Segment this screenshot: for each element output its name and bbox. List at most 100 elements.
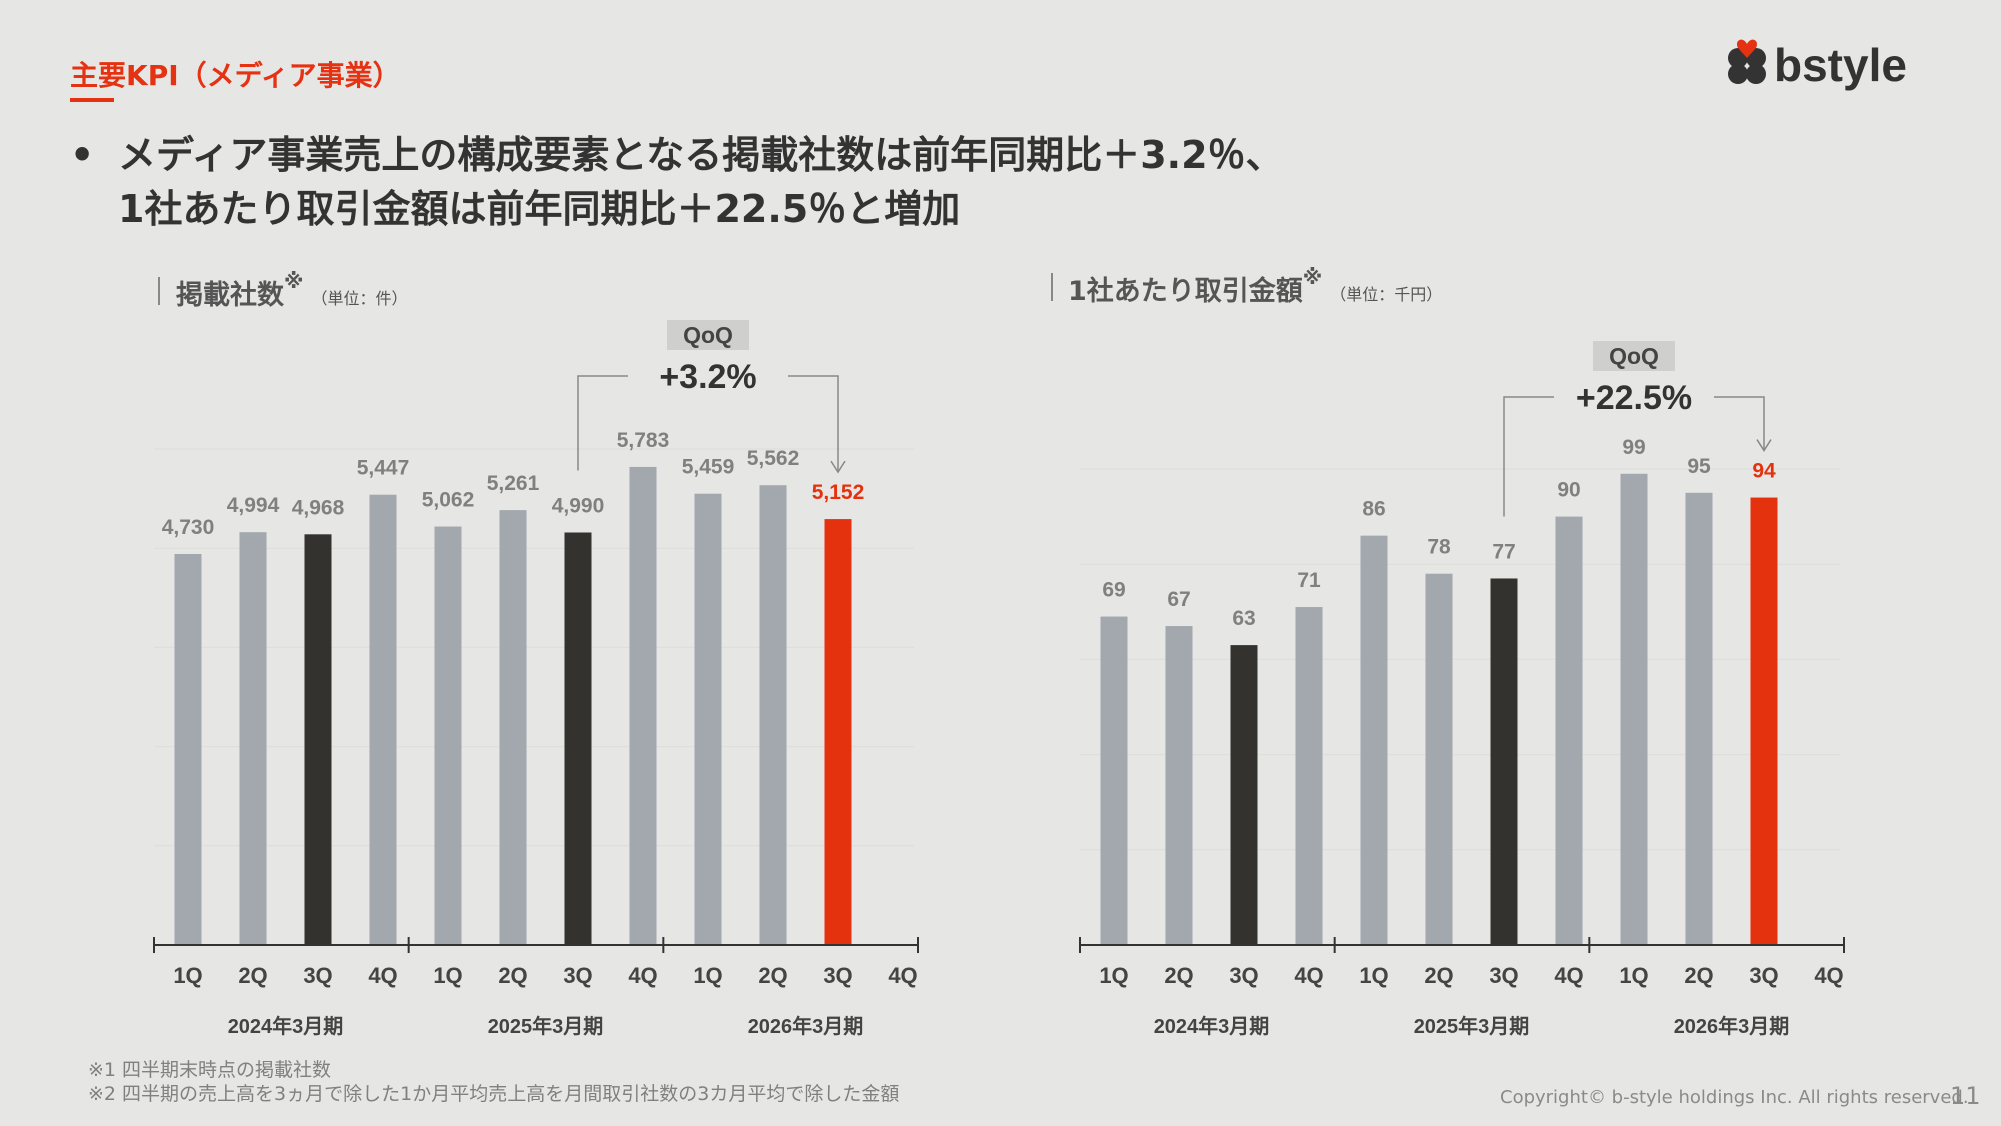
- category-tick-label: 2Q: [238, 963, 267, 988]
- category-tick-label: 3Q: [823, 963, 852, 988]
- category-tick-label: 3Q: [563, 963, 592, 988]
- section-title-underline: [70, 98, 114, 102]
- chart2-title: 1社あたり取引金額※ （単位：千円）: [1068, 265, 1443, 308]
- group-label: 2025年3月期: [488, 1014, 604, 1038]
- bar-value-label: 94: [1752, 460, 1776, 483]
- chart2-unit: （単位：千円）: [1330, 285, 1443, 304]
- chart2-title-note-mark: ※: [1302, 265, 1323, 289]
- category-tick-label: 2Q: [758, 963, 787, 988]
- category-tick-label: 2Q: [1684, 963, 1713, 988]
- footnote-2: ※2 四半期の売上高を3ヵ月で除した1か月平均売上高を月間取引社数の3カ月平均で…: [88, 1083, 900, 1105]
- category-tick-label: 4Q: [1554, 963, 1583, 988]
- bar: [1620, 473, 1648, 945]
- footnotes: ※1 四半期末時点の掲載社数 ※2 四半期の売上高を3ヵ月で除した1か月平均売上…: [88, 1058, 899, 1106]
- bar-value-label: 78: [1427, 536, 1451, 559]
- chart1-title-note-mark: ※: [284, 269, 304, 293]
- bar: [694, 493, 722, 945]
- bar: [1490, 578, 1518, 945]
- qoq-bracket-left: [1503, 396, 1554, 517]
- category-tick-label: 2Q: [1164, 963, 1193, 988]
- footnote-1: ※1 四半期末時点の掲載社数: [88, 1059, 332, 1081]
- bar-value-label: 77: [1492, 540, 1515, 563]
- group-label: 2026年3月期: [748, 1014, 864, 1038]
- qoq-bracket-right: [1714, 396, 1765, 450]
- section-title: 主要KPI（メディア事業）: [70, 59, 401, 92]
- bar-value-label: 71: [1297, 569, 1321, 592]
- page-number: 11: [1950, 1082, 1981, 1110]
- clover-heart-icon: [1728, 39, 1766, 84]
- bar-value-label: 4,990: [552, 494, 605, 517]
- bar-value-label: 86: [1362, 498, 1385, 521]
- category-tick-label: 3Q: [1489, 963, 1518, 988]
- category-tick-label: 3Q: [1749, 963, 1778, 988]
- bar-value-label: 5,562: [747, 447, 800, 470]
- chart-listing-companies: 4,730 4,994 4,968 5,447 5,062 5,261 4,990 5,783…: [140, 255, 940, 1055]
- bar: [564, 532, 592, 945]
- category-tick-label: 3Q: [1229, 963, 1258, 988]
- group-label: 2024年3月期: [1154, 1014, 1270, 1038]
- qoq-value: +22.5%: [1576, 379, 1692, 417]
- chart-transaction-amount: 69 67 63 71 86 78 77 90 99 95 94 1Q 2Q 3Q 4Q 1Q 2Q 3Q 4Q 1Q…: [1066, 255, 1866, 1055]
- category-tick-label: 1Q: [433, 963, 462, 988]
- category-tick-label: 3Q: [303, 963, 332, 988]
- chart2-svg: 69 67 63 71 86 78 77 90 99 95 94 1Q 2Q 3Q 4Q 1Q 2Q 3Q 4Q 1Q…: [1079, 341, 1845, 1038]
- bar-value-label: 5,152: [812, 481, 865, 504]
- copyright: Copyright© b-style holdings Inc. All rig…: [1500, 1087, 1969, 1108]
- headline-line-2: 1社あたり取引金額は前年同期比＋22.5％と増加: [118, 187, 961, 231]
- bar: [1685, 492, 1713, 945]
- chart1-unit: （単位：件）: [311, 289, 408, 308]
- bar-value-label: 5,783: [617, 429, 670, 452]
- bar: [434, 526, 462, 945]
- qoq-value: +3.2%: [659, 358, 756, 396]
- qoq-bracket-left: [577, 375, 628, 471]
- qoq-arrow-icon: [830, 460, 846, 474]
- bar: [1295, 607, 1323, 945]
- group-label: 2024年3月期: [228, 1014, 344, 1038]
- bar: [1555, 516, 1583, 945]
- chart2-title-bar: [1051, 273, 1053, 301]
- category-tick-label: 4Q: [1814, 963, 1843, 988]
- group-label: 2026年3月期: [1674, 1014, 1790, 1038]
- qoq-bracket-right: [788, 375, 839, 472]
- category-tick-label: 4Q: [1294, 963, 1323, 988]
- bar: [239, 532, 267, 945]
- chart1-title: 掲載社数※ （単位：件）: [176, 269, 408, 312]
- bar: [759, 485, 787, 945]
- category-tick-label: 1Q: [1619, 963, 1648, 988]
- category-tick-label: 1Q: [1099, 963, 1128, 988]
- chart1-title-text: 掲載社数: [176, 280, 284, 311]
- category-tick-label: 2Q: [1424, 963, 1453, 988]
- bar: [499, 510, 527, 945]
- bar: [304, 534, 332, 945]
- category-tick-label: 4Q: [368, 963, 397, 988]
- bar-value-label: 5,459: [682, 456, 735, 479]
- chart1-title-bar: [158, 277, 160, 305]
- bar-value-label: 63: [1232, 607, 1255, 630]
- bar: [1100, 616, 1128, 945]
- qoq-label-box: [667, 320, 749, 350]
- chart2-title-text: 1社あたり取引金額: [1068, 276, 1303, 307]
- bar: [824, 519, 852, 945]
- qoq-label-box: [1593, 341, 1675, 371]
- bar-value-label: 5,261: [487, 472, 540, 495]
- bar-value-label: 95: [1687, 455, 1711, 478]
- category-tick-label: 1Q: [173, 963, 202, 988]
- headline-bullet: •: [70, 133, 95, 177]
- bstyle-logo: bstyle: [1722, 34, 1927, 94]
- bar-value-label: 4,994: [227, 494, 280, 517]
- chart1-svg: 4,730 4,994 4,968 5,447 5,062 5,261 4,990 5,783…: [153, 320, 919, 1038]
- bar: [1165, 626, 1193, 945]
- category-tick-label: 4Q: [888, 963, 917, 988]
- bar: [1360, 535, 1388, 945]
- qoq-label: QoQ: [683, 322, 733, 348]
- category-tick-label: 1Q: [693, 963, 722, 988]
- bar: [1425, 573, 1453, 945]
- bar-value-label: 67: [1167, 588, 1190, 611]
- bar-value-label: 90: [1557, 479, 1580, 502]
- qoq-label: QoQ: [1609, 343, 1659, 369]
- bar: [1230, 645, 1258, 945]
- bar-value-label: 5,447: [357, 457, 410, 480]
- bar: [174, 553, 202, 945]
- bar: [1750, 497, 1778, 945]
- category-tick-label: 4Q: [628, 963, 657, 988]
